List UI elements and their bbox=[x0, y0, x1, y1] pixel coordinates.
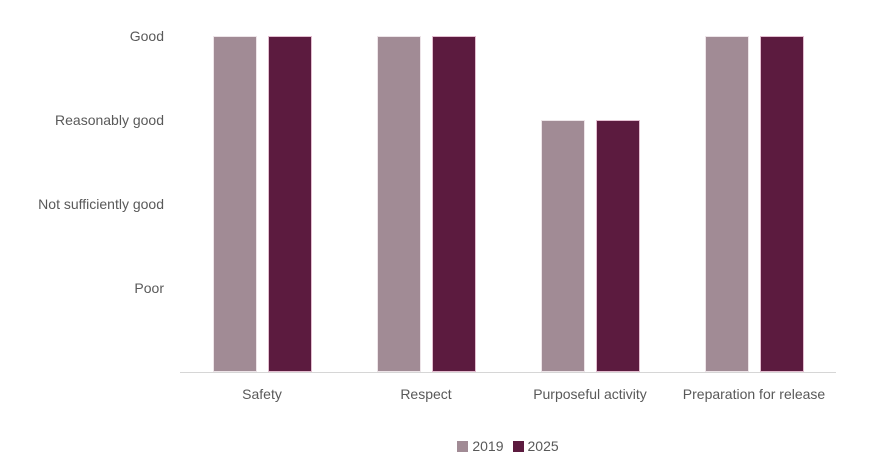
x-category-label: Preparation for release bbox=[682, 386, 826, 402]
bar-2019-safety bbox=[212, 36, 257, 372]
bar-2025-respect bbox=[431, 36, 476, 372]
x-category-label: Respect bbox=[400, 386, 452, 402]
legend-item-2025: 2025 bbox=[512, 438, 559, 454]
bar-2019-purposeful-activity bbox=[540, 120, 585, 372]
bar-2025-safety bbox=[267, 36, 312, 372]
x-axis-line bbox=[180, 372, 836, 373]
y-tick-label: Reasonably good bbox=[55, 112, 164, 128]
legend-label: 2025 bbox=[527, 438, 559, 454]
legend-item-2019: 2019 bbox=[457, 438, 504, 454]
legend-label: 2019 bbox=[472, 438, 504, 454]
y-tick-label: Good bbox=[129, 28, 164, 44]
legend-swatch-icon bbox=[512, 440, 524, 452]
x-category-label: Purposeful activity bbox=[533, 386, 647, 402]
y-tick-label: Not sufficiently good bbox=[38, 196, 164, 212]
legend-swatch-icon bbox=[457, 440, 469, 452]
x-category-label: Safety bbox=[242, 386, 282, 402]
legend: 2019 2025 bbox=[180, 438, 836, 454]
y-tick-label: Poor bbox=[134, 280, 164, 296]
bar-2019-respect bbox=[376, 36, 421, 372]
bar-2019-preparation-for-release bbox=[704, 36, 749, 372]
bar-2025-preparation-for-release bbox=[759, 36, 804, 372]
bar-2025-purposeful-activity bbox=[595, 120, 640, 372]
